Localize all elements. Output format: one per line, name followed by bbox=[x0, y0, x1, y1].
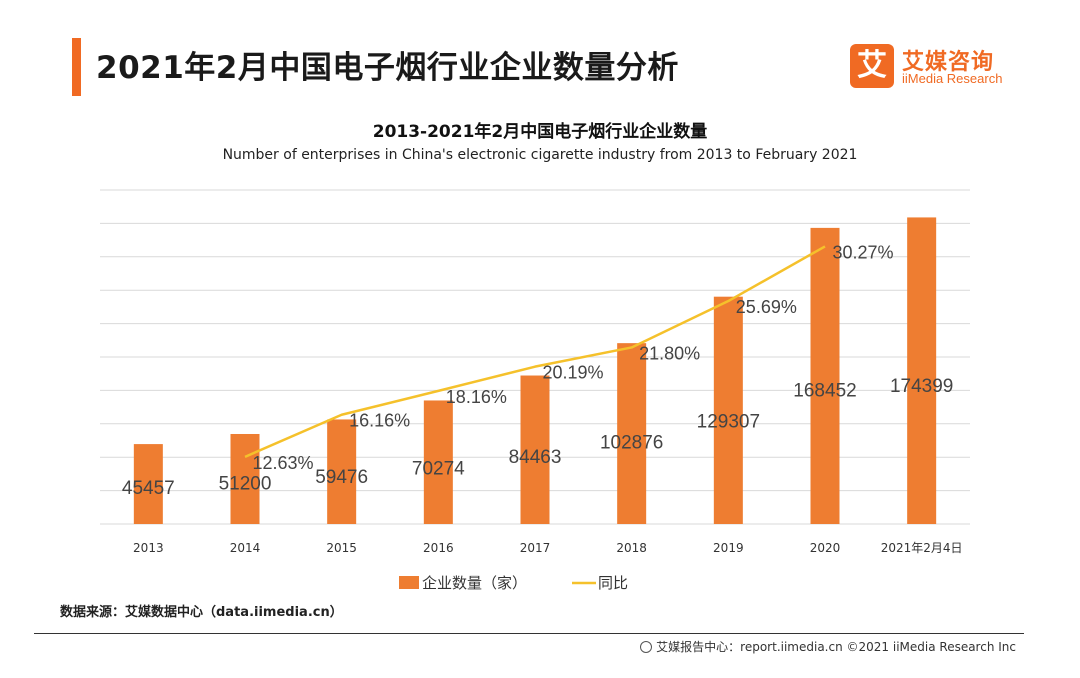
bar-value-label: 51200 bbox=[219, 473, 272, 494]
yoy-value-label: 12.63% bbox=[252, 453, 313, 473]
bar-value-label: 129307 bbox=[697, 412, 760, 433]
bar-value-label: 84463 bbox=[509, 447, 562, 468]
bar-value-label: 174399 bbox=[890, 376, 953, 397]
bar-value-label: 70274 bbox=[412, 458, 465, 479]
x-tick-label: 2014 bbox=[230, 541, 261, 555]
bar bbox=[810, 227, 840, 524]
legend-bar-swatch bbox=[399, 576, 419, 589]
chart-title: 2013-2021年2月中国电子烟行业企业数量 bbox=[372, 122, 708, 142]
yoy-line bbox=[244, 245, 826, 458]
globe-icon bbox=[640, 641, 653, 653]
bar bbox=[423, 400, 453, 524]
bar-value-label: 45457 bbox=[122, 478, 175, 499]
bar bbox=[907, 217, 937, 524]
x-tick-label: 2013 bbox=[133, 541, 164, 555]
yoy-value-label: 21.80% bbox=[639, 343, 700, 363]
bar-value-label: 168452 bbox=[793, 381, 856, 402]
bar bbox=[713, 296, 743, 524]
footer: 艾媒报告中心：report.iimedia.cn ©2021 iiMedia R… bbox=[640, 638, 1016, 655]
brand-logo: 艾 艾媒咨询 iiMedia Research bbox=[850, 44, 1010, 90]
title-accent-bar bbox=[72, 38, 81, 96]
footer-text: 艾媒报告中心：report.iimedia.cn ©2021 iiMedia R… bbox=[656, 640, 1016, 654]
yoy-value-label: 20.19% bbox=[542, 363, 603, 383]
bar bbox=[520, 375, 550, 524]
yoy-value-label: 16.16% bbox=[349, 411, 410, 431]
bar bbox=[327, 419, 357, 524]
footer-divider bbox=[34, 633, 1024, 634]
bar bbox=[133, 444, 163, 524]
x-tick-label: 2015 bbox=[326, 541, 357, 555]
x-tick-label: 2021年2月4日 bbox=[881, 541, 963, 555]
page-title: 2021年2月中国电子烟行业企业数量分析 bbox=[96, 50, 679, 86]
yoy-value-label: 25.69% bbox=[736, 297, 797, 317]
logo-mark: 艾 bbox=[850, 44, 894, 88]
x-tick-label: 2019 bbox=[713, 541, 744, 555]
x-tick-label: 2018 bbox=[616, 541, 647, 555]
x-tick-label: 2016 bbox=[423, 541, 454, 555]
data-source: 数据来源：艾媒数据中心（data.iimedia.cn） bbox=[60, 605, 343, 620]
logo-cn-text: 艾媒咨询 bbox=[902, 50, 995, 75]
bar-value-label: 59476 bbox=[315, 467, 368, 488]
bar bbox=[617, 343, 647, 524]
yoy-value-label: 30.27% bbox=[832, 242, 893, 262]
legend-bar-label: 企业数量（家） bbox=[422, 574, 527, 592]
yoy-value-label: 18.16% bbox=[446, 387, 507, 407]
x-tick-label: 2017 bbox=[520, 541, 551, 555]
logo-en-text: iiMedia Research bbox=[902, 71, 1003, 86]
x-tick-label: 2020 bbox=[810, 541, 841, 555]
bar bbox=[230, 433, 260, 524]
bar-value-label: 102876 bbox=[600, 433, 663, 454]
legend-line-label: 同比 bbox=[598, 574, 628, 592]
chart-subtitle: Number of enterprises in China's electro… bbox=[222, 147, 858, 163]
